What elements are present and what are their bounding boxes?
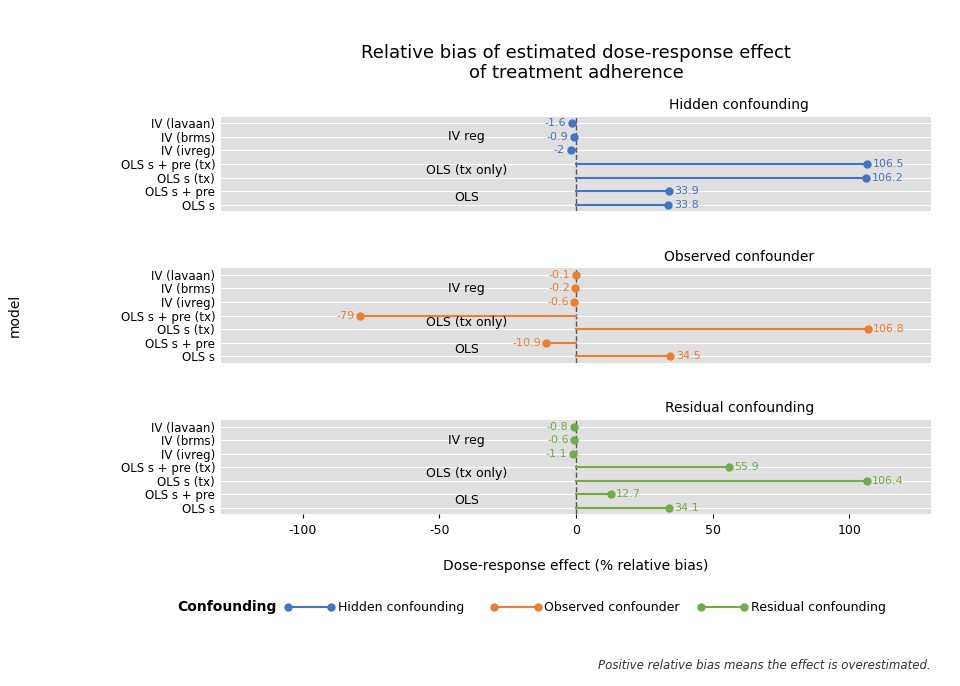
Text: -0.9: -0.9	[546, 132, 568, 142]
Text: 55.9: 55.9	[734, 462, 759, 472]
Text: 106.2: 106.2	[872, 172, 903, 182]
Text: Residual confounding: Residual confounding	[751, 601, 885, 613]
Text: OLS (tx only): OLS (tx only)	[426, 467, 507, 480]
Title: Observed confounder: Observed confounder	[664, 250, 814, 263]
Text: Positive relative bias means the effect is overestimated.: Positive relative bias means the effect …	[598, 659, 931, 672]
Text: Relative bias of estimated dose-response effect
of treatment adherence: Relative bias of estimated dose-response…	[361, 43, 791, 82]
Text: -0.6: -0.6	[547, 297, 569, 307]
Text: OLS: OLS	[454, 343, 479, 356]
Text: 34.1: 34.1	[675, 503, 700, 512]
Text: 106.5: 106.5	[873, 159, 904, 169]
Text: Hidden confounding: Hidden confounding	[338, 601, 465, 613]
Text: 106.8: 106.8	[874, 324, 905, 334]
Text: 34.5: 34.5	[676, 351, 701, 361]
Text: OLS (tx only): OLS (tx only)	[426, 164, 507, 177]
Text: 12.7: 12.7	[616, 489, 641, 499]
Text: Confounding: Confounding	[178, 600, 277, 614]
Text: 33.8: 33.8	[674, 200, 699, 210]
Text: -1.1: -1.1	[546, 449, 567, 459]
Text: Observed confounder: Observed confounder	[544, 601, 680, 613]
Text: -0.1: -0.1	[548, 270, 570, 280]
Text: -79: -79	[336, 311, 354, 320]
Text: OLS: OLS	[454, 495, 479, 508]
Text: model: model	[8, 294, 21, 338]
Text: IV reg: IV reg	[448, 282, 485, 295]
Text: -2: -2	[554, 145, 565, 156]
Text: OLS: OLS	[454, 191, 479, 204]
Text: -1.6: -1.6	[544, 119, 566, 128]
Text: IV reg: IV reg	[448, 434, 485, 447]
Text: -0.2: -0.2	[548, 283, 570, 294]
Text: -0.8: -0.8	[546, 421, 568, 431]
Text: -10.9: -10.9	[512, 338, 540, 348]
Text: -0.6: -0.6	[547, 435, 569, 445]
Title: Hidden confounding: Hidden confounding	[669, 98, 809, 113]
Text: Dose-response effect (% relative bias): Dose-response effect (% relative bias)	[444, 559, 708, 573]
Text: 106.4: 106.4	[873, 475, 904, 486]
Text: OLS (tx only): OLS (tx only)	[426, 316, 507, 329]
Text: IV reg: IV reg	[448, 130, 485, 143]
Title: Residual confounding: Residual confounding	[664, 401, 814, 415]
Text: 33.9: 33.9	[674, 186, 699, 196]
